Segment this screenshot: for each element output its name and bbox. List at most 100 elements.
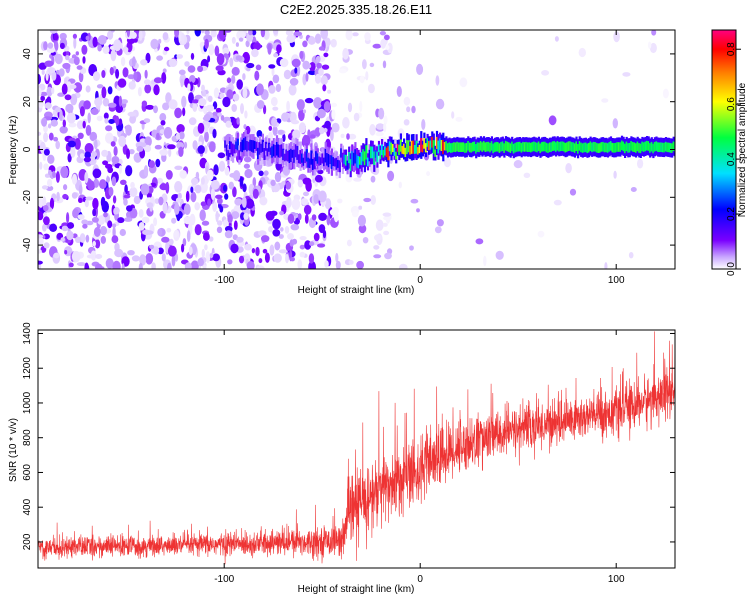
noise-speckle xyxy=(326,214,331,226)
noise-speckle xyxy=(244,168,253,179)
noise-speckle xyxy=(537,230,545,238)
signal-band-cell xyxy=(324,148,327,163)
signal-band-cell xyxy=(254,140,257,149)
signal-band-cell xyxy=(614,142,617,153)
signal-band-cell xyxy=(497,142,500,152)
noise-speckle xyxy=(252,188,259,199)
noise-speckle xyxy=(178,131,185,140)
signal-band-cell xyxy=(522,141,525,152)
signal-band-cell xyxy=(561,141,564,151)
noise-speckle xyxy=(112,195,117,204)
noise-speckle xyxy=(100,225,107,236)
signal-band-cell xyxy=(577,144,580,154)
noise-speckle xyxy=(203,113,211,122)
signal-band-cell xyxy=(575,141,578,151)
noise-speckle xyxy=(455,116,463,122)
noise-speckle xyxy=(112,226,116,238)
noise-speckle xyxy=(253,42,262,51)
noise-speckle xyxy=(171,255,176,267)
signal-band-cell xyxy=(523,142,526,152)
signal-band-cell xyxy=(462,142,465,152)
noise-speckle xyxy=(273,253,282,263)
noise-speckle xyxy=(274,171,282,183)
noise-speckle xyxy=(144,69,148,79)
noise-speckle xyxy=(272,30,279,35)
noise-speckle xyxy=(156,177,163,184)
signal-band-cell xyxy=(308,158,312,168)
noise-speckle xyxy=(236,236,244,243)
signal-band-cell xyxy=(426,138,429,147)
noise-speckle xyxy=(208,236,214,242)
noise-speckle xyxy=(129,115,137,124)
signal-band-cell xyxy=(304,151,307,164)
noise-speckle xyxy=(278,249,288,254)
noise-speckle xyxy=(59,109,63,121)
signal-band-cell xyxy=(495,141,498,152)
noise-speckle xyxy=(290,224,300,231)
noise-speckle xyxy=(43,242,50,249)
noise-speckle xyxy=(165,170,173,180)
noise-speckle xyxy=(195,171,200,180)
noise-speckle xyxy=(224,166,230,176)
noise-speckle xyxy=(118,95,122,107)
signal-band-cell xyxy=(586,143,589,154)
noise-speckle xyxy=(291,119,300,125)
noise-speckle xyxy=(156,132,160,140)
signal-band-cell xyxy=(658,142,661,153)
noise-speckle xyxy=(662,88,669,99)
noise-speckle xyxy=(48,169,52,176)
signal-band-cell xyxy=(385,147,388,158)
noise-speckle xyxy=(132,56,136,67)
noise-speckle xyxy=(271,67,275,77)
snr-x-tick-label: 0 xyxy=(417,574,423,585)
noise-speckle xyxy=(175,197,182,203)
noise-speckle xyxy=(235,42,239,47)
noise-speckle xyxy=(317,243,326,248)
noise-speckle xyxy=(318,46,325,51)
noise-speckle xyxy=(348,133,357,140)
noise-speckle xyxy=(342,48,349,60)
signal-band-cell xyxy=(390,142,393,155)
signal-band-cell xyxy=(335,157,338,170)
noise-speckle xyxy=(291,58,301,68)
signal-band-cell xyxy=(594,142,597,152)
noise-speckle xyxy=(264,252,270,263)
noise-speckle xyxy=(54,53,63,65)
noise-speckle xyxy=(43,216,50,226)
noise-speckle xyxy=(65,55,70,61)
noise-speckle xyxy=(138,222,145,231)
noise-speckle xyxy=(151,80,155,85)
noise-speckle xyxy=(330,129,334,142)
noise-speckle xyxy=(157,228,163,237)
noise-speckle xyxy=(107,30,114,40)
noise-speckle xyxy=(222,47,230,55)
noise-speckle xyxy=(217,197,223,205)
noise-speckle xyxy=(174,230,178,238)
signal-band-cell xyxy=(384,146,387,156)
signal-band-cell xyxy=(275,142,279,156)
noise-speckle xyxy=(348,260,354,265)
noise-speckle xyxy=(223,219,228,227)
signal-band-cell xyxy=(534,142,537,152)
snr-ticks: -100 0 100 200 400 600 800 1000 1200 1400 xyxy=(22,322,675,585)
signal-band-cell xyxy=(635,143,638,153)
signal-band-cell xyxy=(646,140,649,151)
signal-band-cell xyxy=(468,142,471,153)
spectrogram-y-tick-label: 20 xyxy=(22,96,33,108)
snr-series-line xyxy=(38,331,675,565)
signal-band-cell xyxy=(307,157,310,168)
signal-band-cell xyxy=(653,142,656,152)
noise-speckle xyxy=(358,224,367,234)
noise-speckle xyxy=(140,183,150,196)
noise-speckle xyxy=(214,45,220,57)
noise-speckle xyxy=(353,112,360,122)
noise-speckle xyxy=(434,226,442,234)
noise-speckle xyxy=(140,142,147,148)
signal-band-cell xyxy=(609,141,613,151)
noise-speckle xyxy=(345,30,353,41)
noise-speckle xyxy=(210,30,217,38)
noise-speckle xyxy=(72,33,77,39)
snr-y-tick-label: 400 xyxy=(22,498,33,515)
noise-speckle xyxy=(51,71,57,81)
noise-speckle xyxy=(338,68,347,74)
